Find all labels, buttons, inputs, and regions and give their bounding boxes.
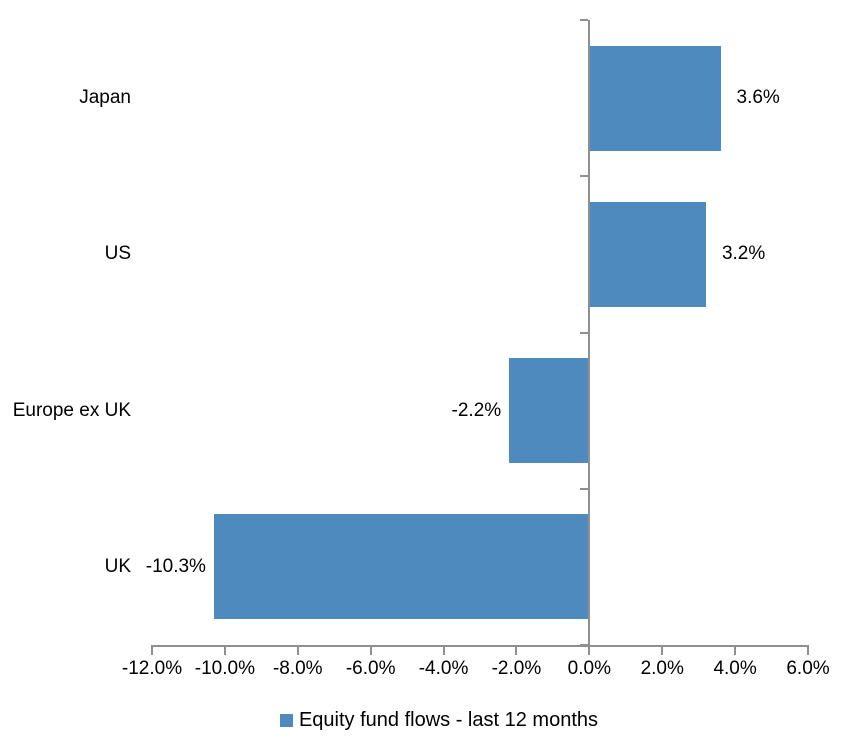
x-tick-label: 4.0% (713, 658, 757, 679)
x-tick-label: 0.0% (567, 658, 611, 679)
x-tick-label: -10.0% (194, 658, 255, 679)
x-axis-tick (151, 645, 153, 655)
bar-japan (589, 45, 721, 151)
x-axis-tick (661, 645, 664, 655)
x-axis-tick (734, 645, 737, 655)
value-label: 3.6% (736, 87, 780, 109)
value-label: -2.2% (451, 399, 502, 421)
x-axis-tick (442, 645, 445, 655)
bar-us (589, 201, 706, 307)
y-axis-tick (580, 19, 589, 21)
y-axis-line (588, 20, 591, 647)
category-label: Japan (79, 87, 131, 109)
category-label: Europe ex UK (12, 399, 131, 421)
bar-uk (213, 514, 590, 620)
value-label: 3.2% (721, 243, 766, 265)
y-axis-tick (580, 487, 589, 490)
category-label: UK (104, 555, 131, 577)
bar-europe-ex-uk (509, 358, 590, 464)
x-tick-label: 6.0% (786, 658, 830, 679)
value-label: -10.3% (145, 555, 206, 577)
legend-swatch-icon (279, 714, 293, 727)
y-axis-tick (580, 175, 589, 178)
x-tick-label: -2.0% (491, 658, 542, 679)
y-axis-tick (580, 331, 589, 334)
x-tick-label: -8.0% (272, 658, 323, 679)
legend: Equity fund flows - last 12 months (0, 709, 852, 732)
legend-label: Equity fund flows - last 12 months (298, 709, 599, 731)
x-axis-tick (807, 645, 809, 655)
x-axis-tick (515, 645, 518, 655)
category-label: US (104, 243, 131, 265)
x-tick-label: -12.0% (121, 658, 183, 679)
x-axis-tick (588, 645, 591, 655)
x-axis-tick (223, 645, 226, 655)
x-tick-label: 2.0% (640, 658, 684, 679)
x-axis-tick (369, 645, 372, 655)
x-tick-label: -4.0% (418, 658, 469, 679)
x-axis-tick (296, 645, 299, 655)
x-axis-line (151, 645, 809, 647)
x-tick-label: -6.0% (345, 658, 396, 679)
